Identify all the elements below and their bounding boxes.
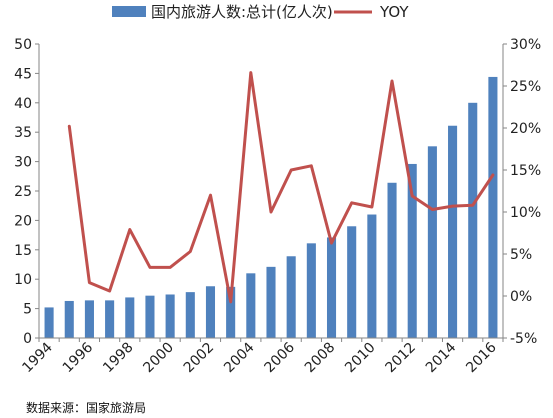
x-axis-tick-label: 2002 — [181, 340, 218, 377]
bar — [347, 226, 357, 338]
bar — [165, 294, 175, 338]
bar — [246, 273, 256, 338]
left-axis-tick-label: 45 — [14, 66, 32, 82]
right-axis-tick-label: 25% — [510, 79, 541, 95]
right-axis-tick-label: 15% — [510, 163, 541, 179]
bar — [407, 163, 417, 338]
bar — [326, 237, 337, 338]
bar — [226, 286, 236, 338]
right-axis-tick-label: 20% — [510, 121, 541, 137]
bar — [488, 76, 498, 338]
right-axis-tick-label: 0% — [510, 289, 532, 305]
bar — [105, 300, 115, 338]
bar — [468, 102, 478, 338]
x-axis-tick-label: 2000 — [140, 340, 177, 377]
bar — [367, 214, 377, 338]
left-axis-tick-label: 40 — [14, 96, 32, 112]
left-axis-tick-label: 30 — [14, 155, 32, 171]
bar — [145, 295, 155, 338]
bar — [125, 297, 135, 338]
right-axis-tick-label: 5% — [510, 247, 532, 263]
x-axis-tick-label: 1998 — [100, 340, 137, 377]
right-axis-tick-label: 30% — [510, 37, 541, 53]
left-axis-tick-label: 5 — [23, 302, 32, 318]
left-axis-tick-label: 20 — [14, 213, 32, 229]
x-axis-tick-label: 2008 — [302, 340, 339, 377]
yoy-line — [67, 71, 495, 304]
legend-label-bar: 国内旅游人数:总计(亿人次) — [151, 3, 333, 21]
legend-label-line: YOY — [379, 3, 409, 21]
left-axis-tick-label: 25 — [14, 184, 32, 200]
legend: 国内旅游人数:总计(亿人次) YOY — [112, 3, 409, 21]
bar — [64, 300, 74, 338]
x-axis-tick-label: 2012 — [383, 340, 420, 377]
x-axis-tick-label: 2004 — [221, 339, 258, 376]
x-axis-tick-label: 2014 — [423, 339, 460, 376]
bar — [266, 266, 276, 338]
right-axis-tick-label: -5% — [510, 331, 537, 347]
bar — [84, 300, 94, 338]
x-axis-tick-label: 2006 — [261, 339, 298, 376]
bar — [306, 243, 316, 338]
right-axis-tick-label: 10% — [510, 205, 541, 221]
legend-swatch-bar — [112, 6, 146, 17]
left-axis-tick-label: 50 — [14, 37, 32, 53]
bar — [44, 307, 54, 338]
left-axis-tick-label: 10 — [14, 272, 32, 288]
left-axis-tick-label: 0 — [23, 331, 32, 347]
bar — [387, 182, 397, 338]
source-note: 数据来源：国家旅游局 — [26, 400, 146, 415]
x-axis-tick-label: 2010 — [342, 340, 379, 377]
left-axis-tick-label: 15 — [14, 243, 32, 259]
left-axis-tick-label: 35 — [14, 125, 32, 141]
plot-area: 0 5 10 15 20 25 30 35 40 45 50 -5% 0% 5% 10% 15% 20% 25% 3… — [14, 37, 541, 376]
bar — [448, 125, 458, 339]
bar — [205, 286, 216, 338]
bar — [286, 256, 296, 338]
bar — [427, 146, 437, 338]
x-axis-tick-label: 1996 — [60, 339, 97, 376]
x-axis-tick-label: 2016 — [463, 339, 500, 376]
bar — [185, 292, 195, 338]
